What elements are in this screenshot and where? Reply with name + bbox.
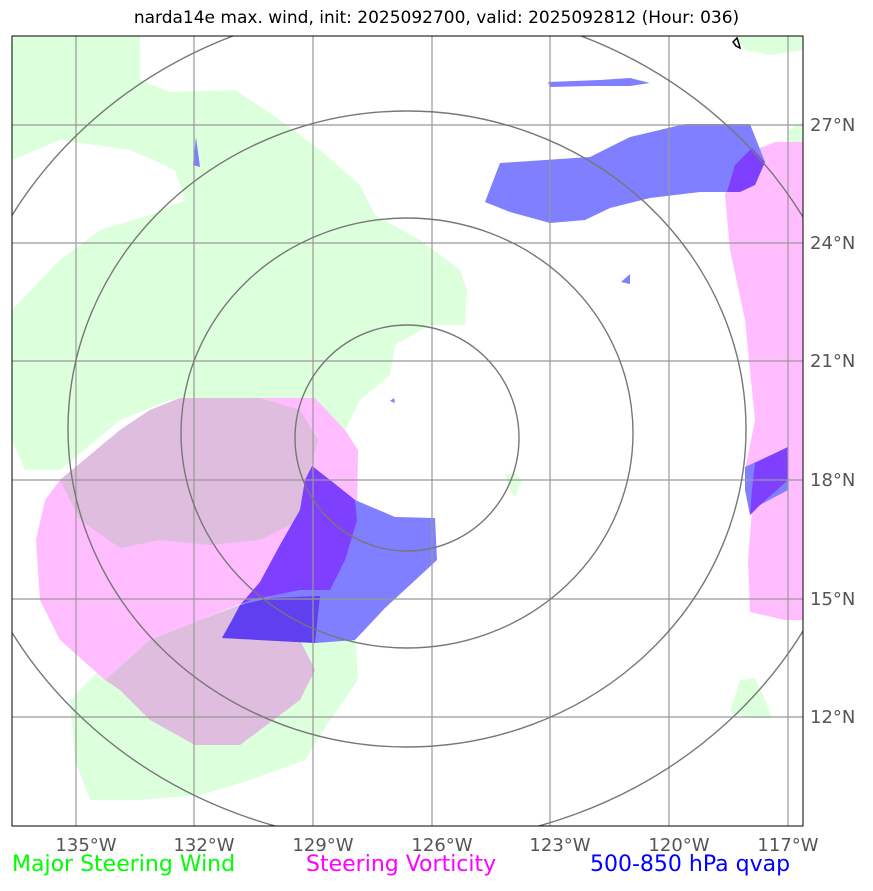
- overlap-wind-vorticity: [60, 398, 318, 548]
- qvap-region-streak: [548, 78, 650, 87]
- lat-tick-label: 21°N: [810, 351, 855, 372]
- lat-tick-label: 15°N: [810, 589, 855, 610]
- lon-tick-labels: 135°W 132°W 129°W 126°W 123°W 120°W 117°…: [55, 835, 818, 856]
- lon-tick-label: 120°W: [648, 835, 709, 856]
- lon-tick-label: 117°W: [757, 835, 818, 856]
- map-frame: [11, 35, 804, 827]
- wind-region-east: [788, 122, 803, 145]
- range-ring-3: [67, 110, 747, 748]
- legend-qvap: 500-850 hPa qvap: [590, 852, 791, 877]
- legend-wind: Major Steering Wind: [12, 852, 236, 877]
- range-ring-1: [294, 324, 520, 552]
- qvap-region-speck: [390, 398, 395, 403]
- overlap-vorticity-qvap-east: [750, 447, 788, 515]
- lat-tick-label: 18°N: [810, 470, 855, 491]
- overlap-all: [222, 596, 320, 643]
- lat-tick-label: 27°N: [810, 115, 855, 136]
- lon-tick-label: 132°W: [173, 835, 234, 856]
- vorticity-region-east: [725, 142, 803, 620]
- legend-vorticity: Steering Vorticity: [306, 852, 497, 877]
- chart-title: narda14e max. wind, init: 2025092700, va…: [133, 8, 740, 28]
- lat-tick-labels: 27°N 24°N 21°N 18°N 15°N 12°N: [810, 115, 855, 728]
- qvap-region-sliver: [193, 137, 200, 167]
- lat-tick-label: 12°N: [810, 707, 855, 728]
- overlap-vorticity-qvap: [240, 466, 357, 605]
- lon-tick-label: 135°W: [55, 835, 116, 856]
- qvap-region-north: [485, 124, 765, 223]
- overlap-vorticity-qvap-northeast: [727, 148, 765, 192]
- graticule: [12, 36, 803, 826]
- wind-region-small: [505, 473, 522, 497]
- lon-tick-label: 126°W: [411, 835, 472, 856]
- range-ring-2: [180, 217, 634, 649]
- lon-tick-label: 129°W: [292, 835, 353, 856]
- qvap-region-dot: [621, 274, 630, 284]
- island-outline: [732, 36, 742, 50]
- lat-tick-label: 24°N: [810, 233, 855, 254]
- lon-tick-label: 123°W: [529, 835, 590, 856]
- wind-region-northeast: [735, 36, 803, 55]
- range-rings: [12, 36, 803, 826]
